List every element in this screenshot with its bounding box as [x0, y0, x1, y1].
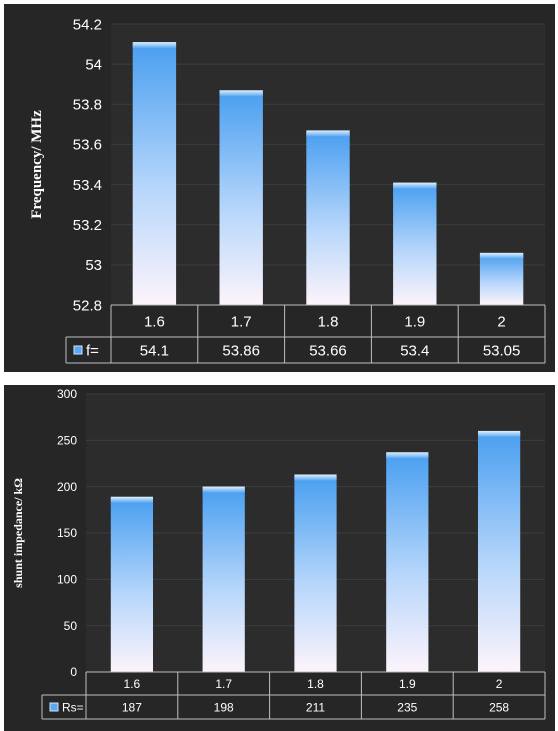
y-tick-label: 0: [70, 665, 77, 679]
bar: [294, 474, 337, 672]
y-tick-label: 150: [57, 526, 77, 540]
bar: [306, 130, 350, 305]
x-tick-label: 1.6: [144, 313, 165, 330]
y-tick-label: 100: [57, 573, 77, 587]
x-tick-label: 1.7: [215, 677, 232, 691]
legend-key: [49, 702, 59, 712]
frequency-chart: 52.8 53 53.2 53.4 53.6 53.8 54 54.2 Frequency/ M…: [29, 16, 546, 364]
bar: [132, 42, 177, 305]
x-tick-label: 1.9: [404, 313, 425, 330]
series-name: f=: [86, 342, 99, 359]
y-tick-label: 54.2: [73, 16, 102, 33]
bar: [219, 90, 263, 305]
data-table: 1.6 1.7 1.8 1.9 2 f= 54.1 53.86 53.66 53.4 53.05: [65, 304, 546, 364]
y-tick-label: 53.8: [73, 97, 102, 114]
series-name: Rs=: [62, 700, 84, 714]
data-table-value: 53.05: [483, 342, 521, 359]
y-axis-label: shunt impedance/ kΩ: [11, 478, 25, 588]
y-tick-label: 300: [57, 387, 77, 401]
x-tick-label: 1.6: [124, 677, 141, 691]
data-table: 1.6 1.7 1.8 1.9 2 Rs= 187 198 211 235 258: [41, 671, 546, 720]
bar: [110, 496, 154, 672]
bar: [477, 430, 521, 672]
data-table-value: 258: [489, 700, 509, 714]
y-tick-label: 50: [64, 619, 78, 633]
shunt-impedance-chart: 0 50 100 150 200 250 300 shunt impedance/ kΩ 1.6…: [11, 387, 546, 720]
y-tick-label: 53.4: [73, 177, 102, 194]
x-tick-label: 2: [496, 677, 503, 691]
x-tick-label: 1.8: [307, 677, 324, 691]
y-tick-label: 200: [57, 480, 77, 494]
shunt-impedance-chart-panel: 0 50 100 150 200 250 300 shunt impedance/ kΩ 1.6…: [4, 385, 555, 731]
y-tick-label: 52.8: [73, 297, 102, 314]
frequency-chart-panel: 52.8 53 53.2 53.4 53.6 53.8 54 54.2 Frequency/ M…: [4, 4, 555, 372]
data-table-value: 198: [214, 700, 234, 714]
y-tick-label: 53.6: [73, 137, 102, 154]
legend-key: [73, 345, 83, 355]
y-tick-label: 53: [85, 257, 102, 274]
bar: [393, 182, 437, 305]
x-tick-label: 1.9: [399, 677, 416, 691]
data-table-value: 53.86: [222, 342, 260, 359]
bar: [386, 452, 429, 672]
y-tick-label: 53.2: [73, 217, 102, 234]
bar: [479, 252, 524, 305]
y-tick-label: 54: [85, 56, 102, 73]
x-tick-label: 2: [497, 313, 505, 330]
data-table-value: 54.1: [140, 342, 169, 359]
y-axis-label: Frequency/ MHz: [29, 110, 45, 219]
data-table-value: 53.66: [309, 342, 347, 359]
x-tick-label: 1.7: [231, 313, 252, 330]
data-table-value: 235: [397, 700, 417, 714]
data-table-value: 187: [122, 700, 142, 714]
y-tick-label: 250: [57, 434, 77, 448]
data-table-value: 53.4: [400, 342, 429, 359]
bar: [202, 486, 245, 672]
x-tick-label: 1.8: [318, 313, 339, 330]
data-table-value: 211: [306, 700, 325, 714]
